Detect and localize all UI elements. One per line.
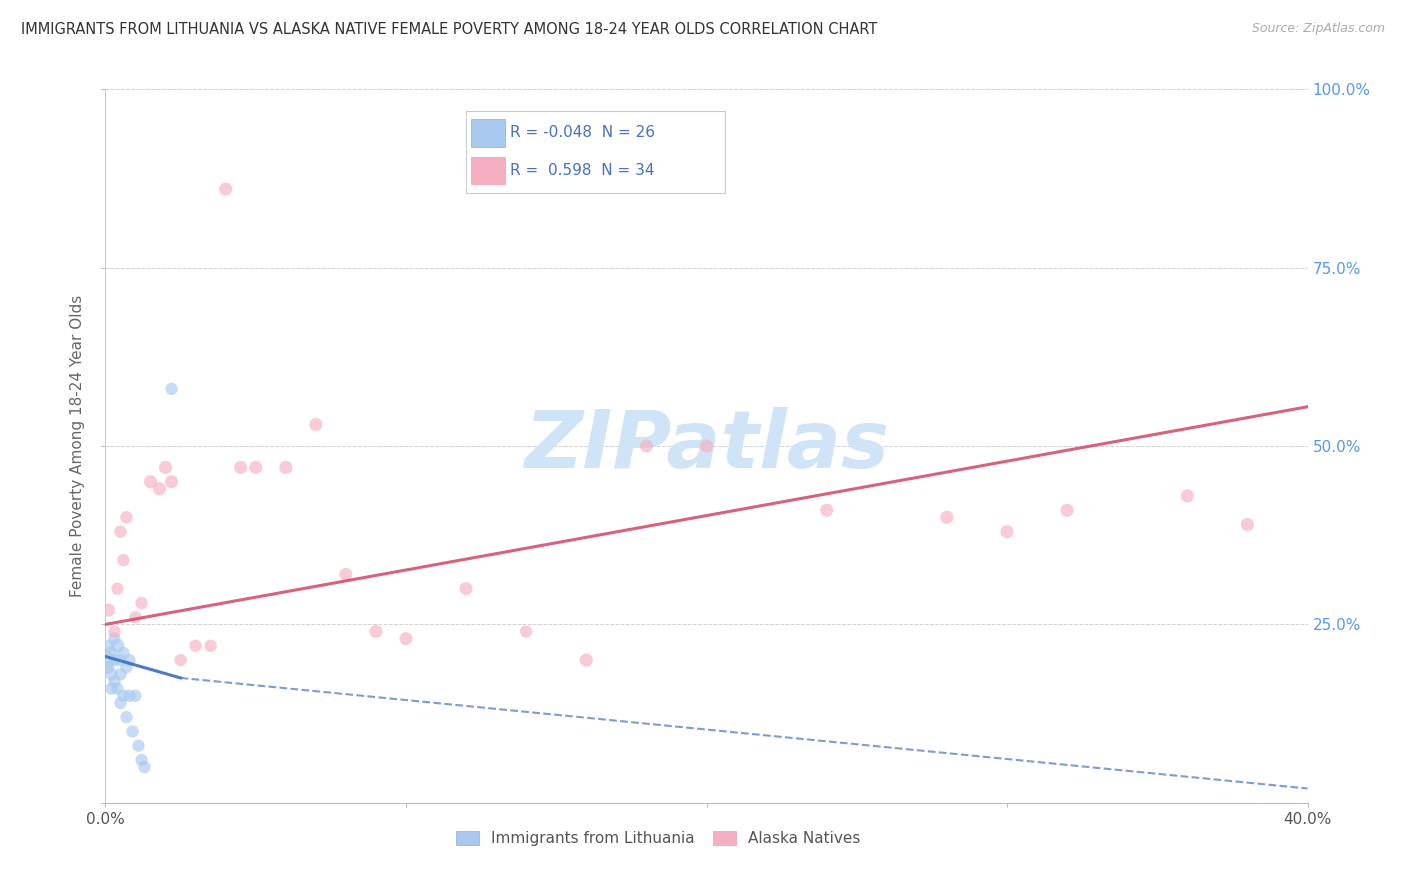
Point xyxy=(103,632,125,646)
Point xyxy=(575,653,598,667)
Point xyxy=(112,689,135,703)
Point xyxy=(115,660,138,674)
Point xyxy=(103,624,125,639)
Text: ZIPatlas: ZIPatlas xyxy=(524,407,889,485)
Point xyxy=(100,667,122,681)
Y-axis label: Female Poverty Among 18-24 Year Olds: Female Poverty Among 18-24 Year Olds xyxy=(70,295,86,597)
Point xyxy=(1175,489,1198,503)
Point xyxy=(134,760,156,774)
Point xyxy=(1056,503,1078,517)
Point xyxy=(103,674,125,689)
Point xyxy=(97,660,120,674)
Point xyxy=(131,753,153,767)
Point xyxy=(110,667,132,681)
FancyBboxPatch shape xyxy=(471,119,505,146)
Point xyxy=(696,439,718,453)
Point xyxy=(395,632,418,646)
Point xyxy=(200,639,222,653)
Point xyxy=(103,653,125,667)
Text: IMMIGRANTS FROM LITHUANIA VS ALASKA NATIVE FEMALE POVERTY AMONG 18-24 YEAR OLDS : IMMIGRANTS FROM LITHUANIA VS ALASKA NATI… xyxy=(21,22,877,37)
Point xyxy=(364,624,387,639)
Point xyxy=(995,524,1018,539)
Point xyxy=(139,475,162,489)
Point xyxy=(118,689,141,703)
Point xyxy=(110,653,132,667)
Point xyxy=(124,610,146,624)
Point xyxy=(118,653,141,667)
Point xyxy=(515,624,537,639)
Point xyxy=(184,639,207,653)
Point xyxy=(97,603,120,617)
Legend: Immigrants from Lithuania, Alaska Natives: Immigrants from Lithuania, Alaska Native… xyxy=(450,825,868,852)
Point xyxy=(229,460,252,475)
Point xyxy=(274,460,297,475)
Point xyxy=(110,696,132,710)
Point xyxy=(97,639,120,653)
Point xyxy=(245,460,267,475)
FancyBboxPatch shape xyxy=(471,157,505,185)
Point xyxy=(100,681,122,696)
Point xyxy=(815,503,838,517)
Point xyxy=(107,582,129,596)
Text: R = -0.048  N = 26: R = -0.048 N = 26 xyxy=(510,125,655,140)
Point xyxy=(128,739,150,753)
Point xyxy=(131,596,153,610)
Point xyxy=(214,182,236,196)
Point xyxy=(115,710,138,724)
Point xyxy=(100,646,122,660)
Point xyxy=(160,382,183,396)
Point xyxy=(124,689,146,703)
Point xyxy=(636,439,658,453)
Point xyxy=(148,482,170,496)
Point xyxy=(107,639,129,653)
Text: R =  0.598  N = 34: R = 0.598 N = 34 xyxy=(510,163,655,178)
Point xyxy=(115,510,138,524)
Point xyxy=(305,417,328,432)
Point xyxy=(335,567,357,582)
Point xyxy=(160,475,183,489)
Text: Source: ZipAtlas.com: Source: ZipAtlas.com xyxy=(1251,22,1385,36)
Point xyxy=(454,582,477,596)
Point xyxy=(112,646,135,660)
Point xyxy=(936,510,959,524)
Point xyxy=(94,653,117,667)
Point xyxy=(169,653,191,667)
Point xyxy=(110,524,132,539)
Point xyxy=(1236,517,1258,532)
Point xyxy=(121,724,143,739)
Point xyxy=(107,681,129,696)
Point xyxy=(112,553,135,567)
Point xyxy=(155,460,177,475)
